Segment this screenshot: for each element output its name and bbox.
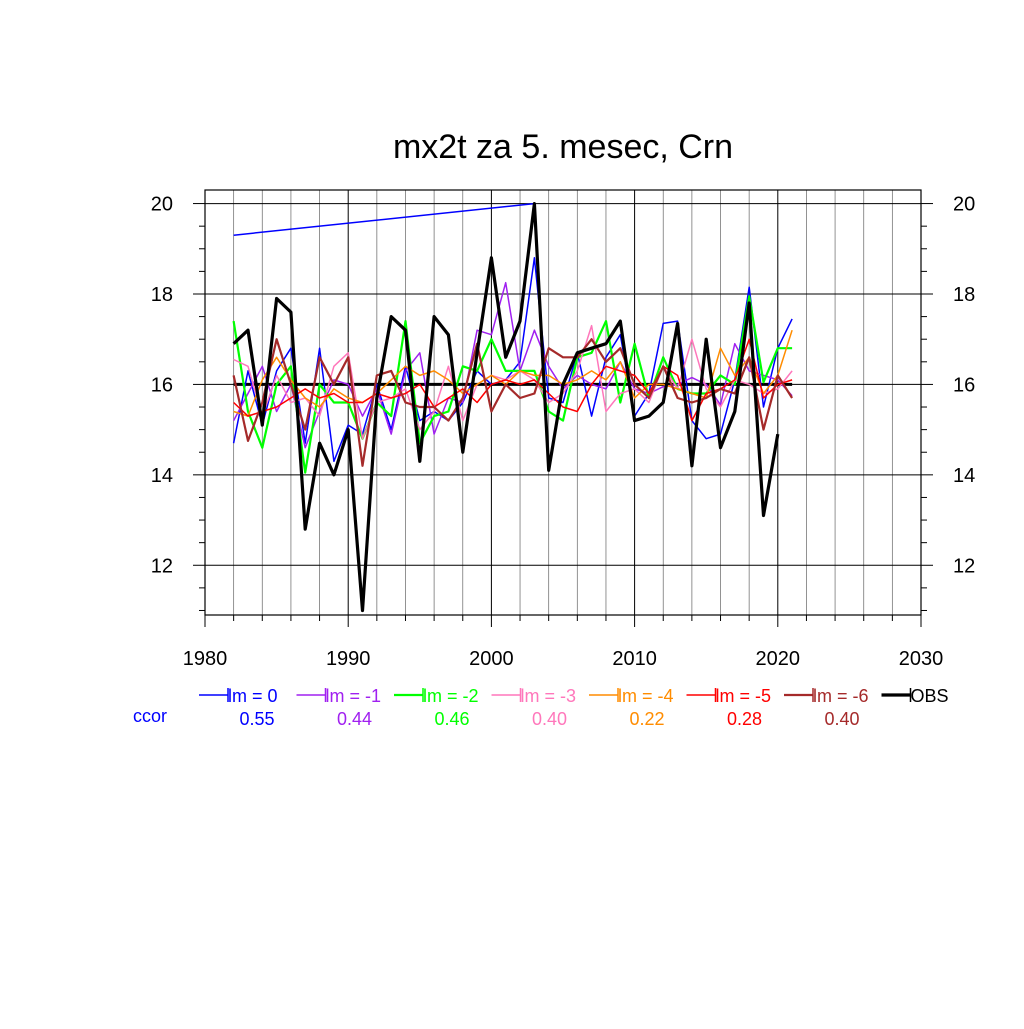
legend-label: lm = -1 <box>326 686 382 706</box>
legend-label: lm = -4 <box>618 686 674 706</box>
y-tick-label-left: 20 <box>151 194 173 216</box>
x-tick-label: 2010 <box>612 648 657 670</box>
y-tick-label-right: 14 <box>953 465 975 487</box>
x-tick-label: 1980 <box>183 648 228 670</box>
chart-title: mx2t za 5. mesec, Crn <box>393 128 733 166</box>
legend-label: lm = -3 <box>521 686 577 706</box>
y-tick-label-left: 16 <box>151 374 173 396</box>
y-tick-label-right: 18 <box>953 284 975 306</box>
ccor-value: 0.55 <box>239 709 274 729</box>
legend-label: lm = 0 <box>228 686 278 706</box>
plot-frame <box>204 189 922 616</box>
y-tick-label-left: 14 <box>151 465 173 487</box>
y-tick-label-right: 12 <box>953 555 975 577</box>
x-tick-label: 2000 <box>469 648 514 670</box>
legend-label: lm = -5 <box>716 686 772 706</box>
ccor-label: ccor <box>133 706 167 726</box>
series-line <box>233 202 535 236</box>
ccor-value: 0.22 <box>629 709 664 729</box>
x-tick-label: 2030 <box>899 648 944 670</box>
legend-label: lm = -2 <box>423 686 479 706</box>
ccor-value: 0.40 <box>824 709 859 729</box>
ccor-value: 0.44 <box>337 709 372 729</box>
series-line <box>232 202 780 613</box>
series-line <box>233 324 793 440</box>
ccor-value: 0.28 <box>727 709 762 729</box>
x-tick-label: 2020 <box>756 648 801 670</box>
ccor-value: 0.40 <box>532 709 567 729</box>
y-tick-label-right: 20 <box>953 194 975 216</box>
y-tick-label-left: 18 <box>151 284 173 306</box>
legend-label: OBS <box>911 686 949 706</box>
ccor-value: 0.46 <box>434 709 469 729</box>
y-tick-label-right: 16 <box>953 374 975 396</box>
legend-label: lm = -6 <box>813 686 869 706</box>
x-tick-label: 1990 <box>326 648 371 670</box>
y-tick-label-left: 12 <box>151 555 173 577</box>
